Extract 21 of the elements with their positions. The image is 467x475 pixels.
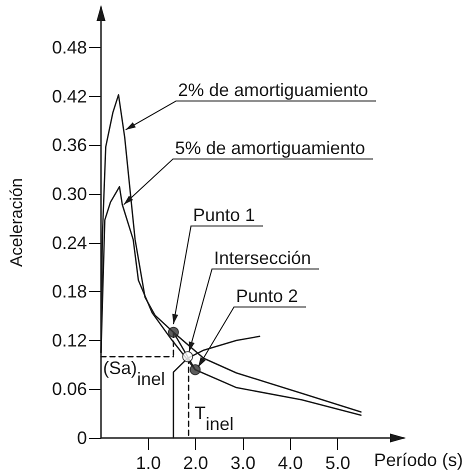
x-tick-label: 4.0 (278, 453, 303, 473)
y-tick-label: 0 (76, 428, 87, 448)
y-tick-label: 0.30 (52, 184, 87, 204)
y-tick-label: 0.42 (52, 86, 87, 106)
annotation: Intersección (214, 248, 312, 268)
annotation: 5% de amortiguamiento (175, 138, 366, 158)
y-tick-label: 0.36 (52, 135, 87, 156)
x-tick-label: 5.0 (325, 453, 350, 473)
x-tick-label: 3.0 (230, 453, 256, 473)
annotation: Punto 1 (193, 205, 256, 225)
x-axis-title: Período (s) (374, 450, 464, 470)
y-tick-label: 0.12 (52, 330, 87, 350)
y-tick-label: 0.48 (52, 38, 87, 58)
x-tick-label: 1.0 (136, 453, 161, 473)
y-tick-label: 0.24 (52, 232, 87, 253)
x-tick-label: 2.0 (183, 453, 208, 473)
y-axis-title: Aceleración (7, 178, 26, 267)
annotation: 2% de amortiguamiento (178, 80, 368, 100)
y-tick-label: 0.06 (52, 379, 87, 400)
annotation: Punto 2 (236, 286, 298, 306)
y-tick-label: 0.18 (52, 282, 87, 302)
